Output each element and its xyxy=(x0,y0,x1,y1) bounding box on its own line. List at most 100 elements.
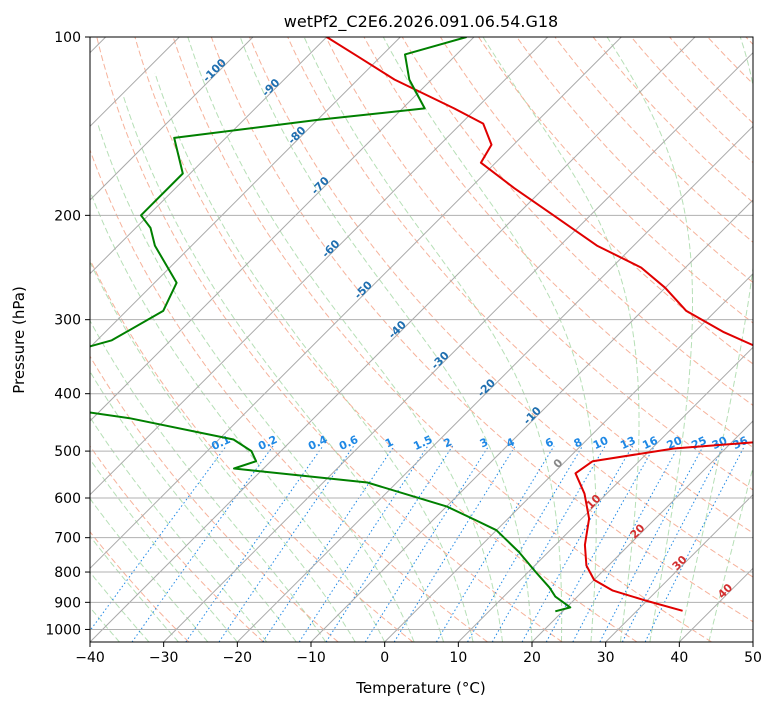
moist-adiabat-line xyxy=(90,571,150,642)
y-tick-label: 200 xyxy=(54,208,81,224)
isotherm-label: -30 xyxy=(429,349,452,372)
y-axis: 100 200 300 400 500 600 700 800 900 1000 xyxy=(45,30,90,638)
isotherm-gridlines xyxy=(90,37,753,642)
plot-frame xyxy=(89,36,754,643)
moist-adiabat-line xyxy=(154,72,474,642)
mixing-ratio-label: 2 xyxy=(442,435,454,450)
pressure-gridlines xyxy=(90,37,753,630)
isotherm-label: -40 xyxy=(386,318,409,341)
moist-adiabat-line xyxy=(482,37,640,642)
mixing-ratio-line xyxy=(364,445,490,642)
dry-adiabats xyxy=(90,37,753,642)
moist-adiabat-line xyxy=(90,319,327,642)
x-tick-label: 20 xyxy=(523,650,541,666)
isotherm-line xyxy=(457,346,753,642)
dry-adiabat-line xyxy=(478,37,753,324)
moist-adiabat-line xyxy=(90,416,268,642)
moist-adiabat-line xyxy=(90,497,209,642)
y-tick-label: 900 xyxy=(54,595,81,611)
moist-adiabat-line xyxy=(90,260,356,642)
isotherm-line xyxy=(90,37,475,422)
x-tick-label: 10 xyxy=(449,650,467,666)
mixing-ratio-label: 13 xyxy=(618,434,637,452)
y-tick-label: 600 xyxy=(54,491,81,507)
y-tick-label: 500 xyxy=(54,444,81,460)
x-tick-label: −40 xyxy=(75,650,105,666)
dry-adiabat-line xyxy=(96,37,563,642)
isotherm-line xyxy=(752,641,753,642)
y-tick-label: 100 xyxy=(54,30,81,46)
x-tick-label: 50 xyxy=(744,650,762,666)
dry-adiabat-line xyxy=(90,530,190,642)
isotherm-line xyxy=(90,37,549,496)
isotherm-line xyxy=(90,37,401,349)
mixing-ratio-lines xyxy=(90,445,746,642)
y-axis-label: Pressure (hPa) xyxy=(10,286,28,394)
mixing-ratio-label: 0.4 xyxy=(306,433,329,453)
y-tick-label: 800 xyxy=(54,565,81,581)
isotherm-line xyxy=(310,199,753,642)
x-tick-label: −10 xyxy=(296,650,326,666)
dry-adiabat-line xyxy=(90,355,339,642)
mixing-ratio-line xyxy=(393,445,516,642)
moist-adiabat-line xyxy=(90,370,297,642)
moist-adiabat-line xyxy=(606,37,693,642)
dry-adiabat-line xyxy=(287,37,753,534)
moist-adiabats xyxy=(90,37,753,642)
mixing-ratio-label: 25 xyxy=(689,434,708,452)
mixing-ratio-line xyxy=(621,445,725,642)
moist-adiabat-line xyxy=(97,123,415,642)
isotherm-line xyxy=(605,493,753,642)
moist-adiabat-line xyxy=(303,37,563,642)
moist-adiabat-line xyxy=(90,458,238,642)
mixing-ratio-label: 10 xyxy=(591,434,611,452)
x-tick-label: 40 xyxy=(670,650,688,666)
mixing-ratio-line xyxy=(131,445,274,642)
isotherm-label-red: 30 xyxy=(670,553,690,573)
x-tick-label: −20 xyxy=(223,650,253,666)
mixing-ratio-label: 0.2 xyxy=(256,433,279,453)
x-axis: −40 −30 −20 −10 0 10 20 30 40 50 xyxy=(75,642,762,666)
isotherm-label: -50 xyxy=(352,278,375,301)
isotherm-label: -70 xyxy=(309,174,332,197)
y-tick-label: 400 xyxy=(54,387,81,403)
mixing-ratio-line xyxy=(545,445,656,642)
temperature-line xyxy=(326,37,753,612)
mixing-ratio-label: 16 xyxy=(640,434,660,452)
dewpoint-line xyxy=(90,37,572,613)
isotherm-label-red: 40 xyxy=(715,581,735,601)
moist-adiabat-line xyxy=(90,535,179,642)
mixing-ratio-label: 6 xyxy=(543,435,556,450)
mixing-ratio-line xyxy=(467,445,584,642)
dry-adiabat-line xyxy=(90,258,414,642)
isotherm-line xyxy=(236,125,753,642)
moist-adiabat-line xyxy=(90,189,386,642)
mixing-ratio-label: 0.6 xyxy=(337,433,360,453)
moist-adiabat-line xyxy=(678,37,753,642)
isotherm-line xyxy=(90,37,328,275)
y-tick-label: 1000 xyxy=(45,622,81,638)
dry-adiabat-line xyxy=(325,37,753,491)
dry-adiabat-line xyxy=(592,37,753,204)
mixing-ratio-line xyxy=(521,445,633,642)
isotherm-line xyxy=(678,567,753,642)
isotherm-line xyxy=(384,272,753,642)
isotherm-label: -60 xyxy=(319,237,342,260)
profile-series xyxy=(90,37,753,613)
isotherm-label: -80 xyxy=(285,124,308,147)
dry-adiabat-line xyxy=(90,148,488,642)
mixing-ratio-line xyxy=(185,445,324,642)
dry-adiabat-line xyxy=(439,37,753,365)
y-tick-label: 700 xyxy=(54,531,81,547)
moist-adiabat-line xyxy=(122,94,445,642)
dry-adiabat-line xyxy=(134,37,638,642)
mixing-ratio-label: 1.5 xyxy=(411,433,434,453)
mixing-ratio-line xyxy=(599,445,704,642)
x-tick-label: 30 xyxy=(597,650,615,666)
isotherm-label-red: 20 xyxy=(628,521,648,541)
isotherm-label: -10 xyxy=(521,404,544,427)
mixing-ratio-line xyxy=(218,445,355,642)
dry-adiabat-line xyxy=(210,37,753,623)
isotherm-line xyxy=(531,420,753,642)
dry-adiabat-line xyxy=(401,37,753,407)
